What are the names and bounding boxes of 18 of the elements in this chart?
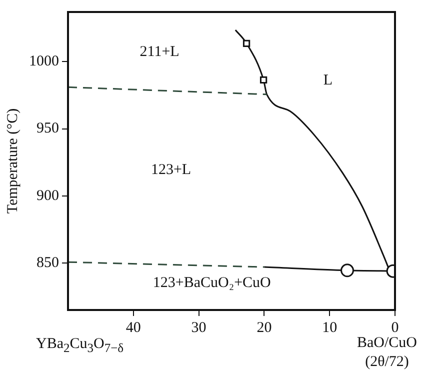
y-tick-label: 950 xyxy=(36,120,59,137)
annotation: 123+BaCuO₂+CuO xyxy=(152,275,272,292)
left-end-label: YBa$_{2}$Cu$_{3}$O$_{7−δ}$ xyxy=(36,336,124,356)
y-tick-label: 1000 xyxy=(29,54,59,70)
x-tick-label: 30 xyxy=(191,320,206,336)
x-tick-label: 0 xyxy=(391,320,399,336)
annotation: L xyxy=(323,72,333,88)
point xyxy=(260,76,268,84)
point xyxy=(242,40,250,47)
y-tick-label: 900 xyxy=(36,188,59,204)
annotation: 211+L xyxy=(140,44,180,60)
right-end-label: BaO/CuO (2θ/72) xyxy=(356,334,418,372)
x-tick-label: 10 xyxy=(322,320,338,336)
x-tick-label: 40 xyxy=(126,320,141,336)
annotation: 123+L xyxy=(150,162,192,178)
y-axis-title: Temperature (°C) xyxy=(4,108,21,214)
x-tick-label: 20 xyxy=(256,320,272,336)
y-tick-label: 850 xyxy=(36,254,59,271)
